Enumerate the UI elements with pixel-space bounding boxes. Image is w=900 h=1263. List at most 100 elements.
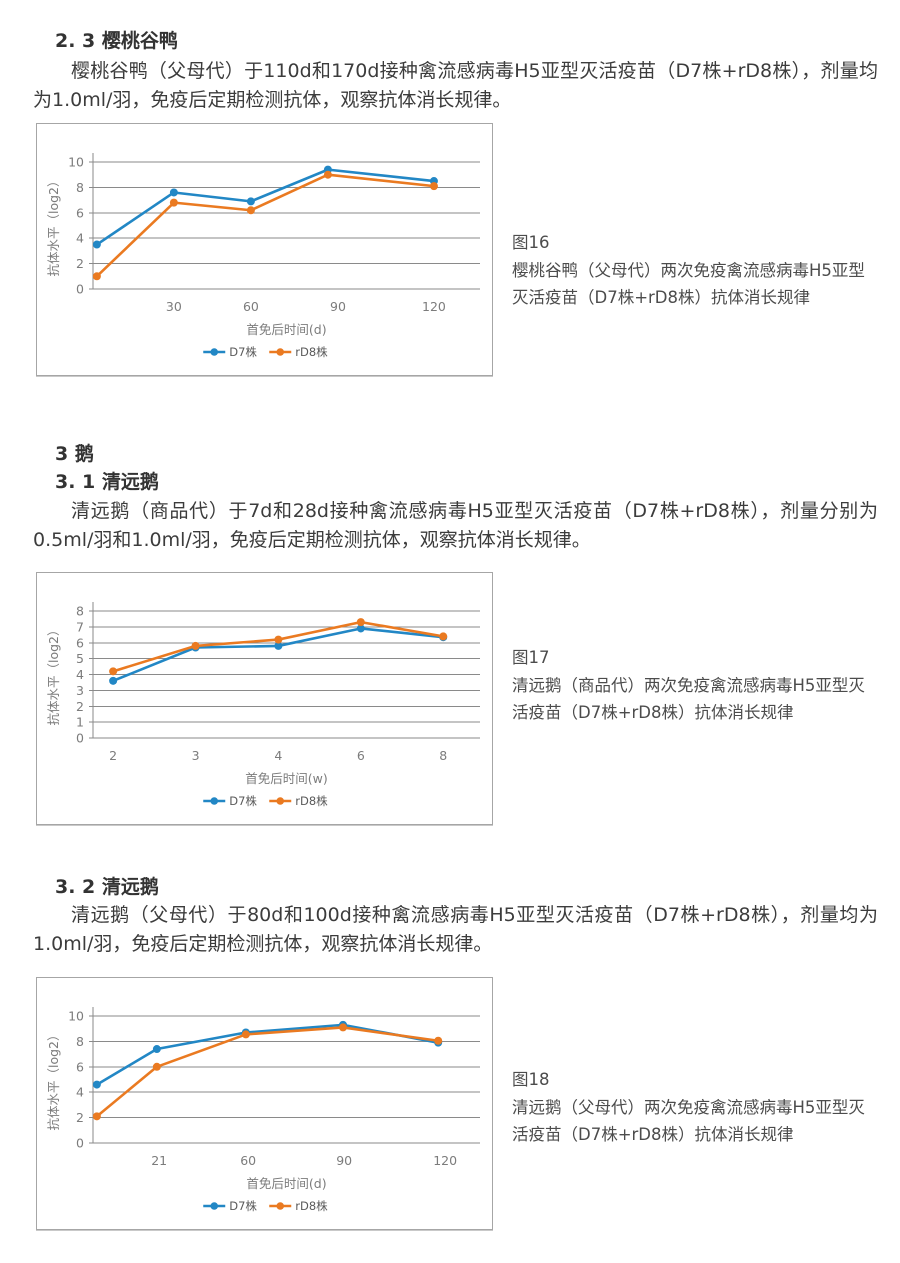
data-point-marker	[246, 206, 255, 215]
y-tick-label: 0	[76, 282, 84, 297]
x-axis-title: 首免后时间(w)	[245, 771, 327, 786]
data-point-marker	[109, 676, 118, 685]
series-rD8株	[92, 170, 438, 281]
gridlines: 0 2 4 6 8 10	[68, 155, 480, 297]
legend: D7株 rD8株	[203, 794, 328, 808]
x-tick-labels: 2 3 4 6 8	[109, 748, 447, 763]
figure-17-caption: 图17 清远鹅（商品代）两次免疫禽流感病毒H5亚型灭活疫苗（D7株+rD8株）抗…	[512, 644, 876, 727]
data-point-marker	[246, 197, 255, 206]
y-tick-label: 4	[76, 231, 84, 246]
y-axis-title: 抗体水平（log2）	[46, 174, 61, 276]
legend-label: rD8株	[295, 345, 328, 359]
data-point-marker	[323, 170, 332, 179]
y-tick-label: 0	[76, 731, 84, 746]
data-point-marker	[152, 1045, 161, 1054]
legend-label: rD8株	[295, 794, 328, 808]
y-tick-label: 1	[76, 715, 84, 730]
data-point-marker	[92, 272, 101, 281]
y-tick-label: 8	[76, 604, 84, 619]
y-tick-label: 8	[76, 180, 84, 195]
x-tick-label: 120	[433, 1153, 457, 1168]
y-tick-label: 3	[76, 683, 84, 698]
y-tick-label: 6	[76, 1059, 84, 1074]
data-point-marker	[429, 182, 438, 191]
legend: D7株 rD8株	[203, 1199, 328, 1213]
paragraph-cherry-valley-duck: 樱桃谷鸭（父母代）于110d和170d接种禽流感病毒H5亚型灭活疫苗（D7株+r…	[33, 60, 878, 111]
paragraph-qingyuan-goose-commercial: 清远鹅（商品代）于7d和28d接种禽流感病毒H5亚型灭活疫苗（D7株+rD8株）…	[33, 500, 878, 551]
x-tick-label: 2	[109, 748, 117, 763]
figure-18-chart: 0 2 4 6 8 10 21 60 90 120 首免后时间(d) 抗体水平（log2） D7株 rD8…	[36, 977, 493, 1230]
x-axis-title: 首免后时间(d)	[246, 322, 326, 337]
x-tick-label: 60	[243, 299, 259, 314]
figure-18-text: 清远鹅（父母代）两次免疫禽流感病毒H5亚型灭活疫苗（D7株+rD8株）抗体消长规…	[512, 1097, 865, 1145]
data-point-marker	[356, 624, 365, 633]
section-heading-qingyuan-goose-commercial: 3. 1 清远鹅	[55, 471, 159, 493]
data-point-marker	[434, 1036, 443, 1045]
figure-16-caption: 图16 樱桃谷鸭（父母代）两次免疫禽流感病毒H5亚型灭活疫苗（D7株+rD8株）…	[512, 229, 876, 312]
line-chart: 0 2 4 6 8 10 30 60 90 120 首免后时间(d) 抗体水平（log2） D7株 rD8…	[46, 153, 480, 359]
y-tick-label: 10	[68, 1009, 84, 1024]
x-tick-labels: 21 60 90 120	[151, 1153, 457, 1168]
data-point-marker	[92, 240, 101, 249]
x-tick-label: 90	[330, 299, 346, 314]
section-heading-cherry-valley-duck: 2. 3 樱桃谷鸭	[55, 30, 178, 52]
data-point-marker	[339, 1023, 348, 1032]
x-tick-label: 3	[192, 748, 200, 763]
data-point-marker	[274, 635, 283, 644]
y-tick-label: 7	[76, 619, 84, 634]
data-point-marker	[92, 1112, 101, 1121]
y-axis-title: 抗体水平（log2）	[46, 1028, 61, 1130]
data-point-marker	[241, 1030, 250, 1039]
y-tick-label: 8	[76, 1034, 84, 1049]
legend-label: D7株	[229, 1199, 257, 1213]
x-tick-label: 120	[422, 299, 446, 314]
line-chart: 0 2 4 6 8 10 21 60 90 120 首免后时间(d) 抗体水平（log2） D7株 rD8…	[46, 1007, 480, 1213]
y-tick-label: 10	[68, 155, 84, 170]
x-tick-labels: 30 60 90 120	[166, 299, 446, 314]
y-axis-title: 抗体水平（log2）	[46, 623, 61, 725]
legend-marker-swatch	[210, 1202, 219, 1210]
x-tick-label: 60	[240, 1153, 256, 1168]
series-line	[95, 1026, 440, 1118]
data-point-marker	[439, 632, 448, 641]
data-point-marker	[191, 641, 200, 650]
y-tick-label: 4	[76, 1085, 84, 1100]
section-heading-qingyuan-goose-parent: 3. 2 清远鹅	[55, 876, 159, 898]
legend-marker-swatch	[276, 348, 285, 356]
figure-18-caption: 图18 清远鹅（父母代）两次免疫禽流感病毒H5亚型灭活疫苗（D7株+rD8株）抗…	[512, 1066, 876, 1149]
data-point-marker	[92, 1080, 101, 1089]
x-tick-label: 30	[166, 299, 182, 314]
x-axis-title: 首免后时间(d)	[246, 1176, 326, 1191]
legend: D7株 rD8株	[203, 345, 328, 359]
y-tick-label: 5	[76, 651, 84, 666]
series-D7株	[92, 1020, 443, 1089]
data-point-marker	[109, 667, 118, 676]
paragraph-qingyuan-goose-parent: 清远鹅（父母代）于80d和100d接种禽流感病毒H5亚型灭活疫苗（D7株+rD8…	[33, 904, 878, 955]
x-tick-label: 6	[357, 748, 365, 763]
legend-label: rD8株	[295, 1199, 328, 1213]
data-point-marker	[152, 1062, 161, 1071]
y-tick-label: 6	[76, 205, 84, 220]
legend-marker-swatch	[276, 797, 285, 805]
y-tick-label: 6	[76, 635, 84, 650]
figure-16-chart: 0 2 4 6 8 10 30 60 90 120 首免后时间(d) 抗体水平（log2） D7株 rD8…	[36, 123, 493, 376]
legend-marker-swatch	[210, 348, 219, 356]
figure-17-label: 图17	[512, 648, 550, 667]
y-tick-label: 0	[76, 1136, 84, 1151]
series-rD8株	[92, 1023, 443, 1121]
series-D7株	[92, 165, 438, 249]
x-tick-label: 90	[336, 1153, 352, 1168]
gridlines: 0 2 4 6 8 10	[68, 1009, 480, 1151]
x-tick-label: 4	[274, 748, 282, 763]
y-tick-label: 2	[76, 256, 84, 271]
figure-16-text: 樱桃谷鸭（父母代）两次免疫禽流感病毒H5亚型灭活疫苗（D7株+rD8株）抗体消长…	[512, 260, 865, 308]
series-line	[95, 173, 436, 278]
figure-16-label: 图16	[512, 233, 550, 252]
data-point-marker	[356, 618, 365, 627]
section-heading-goose: 3 鹅	[55, 443, 94, 465]
figure-17-chart: 0 1 2 3 4 5 6 7 8 2 3 4 6 8 首免后时间(w) 抗体水平（log2） D7株 rD8株	[36, 572, 493, 825]
y-tick-label: 2	[76, 699, 84, 714]
series-D7株	[109, 624, 448, 685]
